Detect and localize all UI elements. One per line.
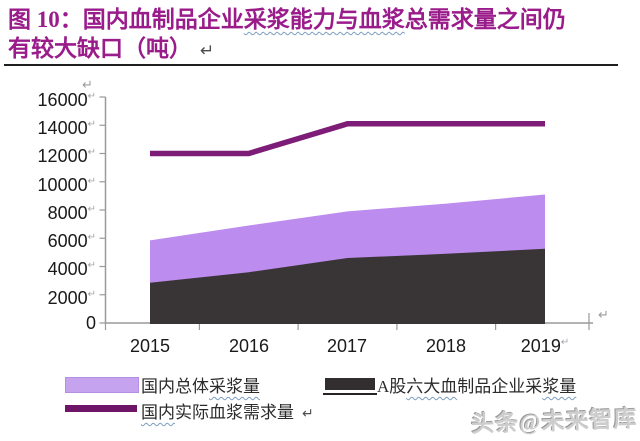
x-axis-label: 2016 — [203, 336, 295, 357]
y-axis-label: 14000↵ — [12, 115, 96, 138]
y-tick-2000: 2000 — [47, 288, 88, 308]
return-mark-icon: ↵ — [87, 260, 96, 271]
figure-title-line2: 有较大缺口（吨） ↵ — [8, 34, 566, 66]
y-axis-label: 6000↵ — [12, 228, 96, 251]
x-tick-2016: 2016 — [228, 336, 270, 356]
figure-title: 图 10：国内血制品企业采浆能力与血浆总需求量之间仍 有较大缺口（吨） ↵ — [8, 5, 566, 66]
y-axis-label: 16000↵ — [12, 87, 96, 110]
figure-title-line1: 图 10：国内血制品企业采浆能力与血浆总需求量之间仍 — [8, 5, 566, 34]
y-tick-12000: 12000 — [37, 146, 88, 166]
y-axis-label: 10000↵ — [12, 172, 96, 195]
y-tick-6000: 6000 — [47, 231, 88, 251]
return-mark-icon: ↵ — [302, 406, 314, 422]
return-mark-icon: ↵ — [87, 119, 96, 130]
y-tick-8000: 8000 — [47, 203, 88, 223]
legend-text: 国内总体 — [141, 377, 209, 396]
y-axis-label: 12000↵ — [12, 143, 96, 166]
legend-swatch-six-companies — [325, 378, 375, 390]
legend-swatch-demand-line — [65, 405, 137, 412]
x-axis-label: 2015 — [104, 336, 196, 357]
legend-text: A股 — [377, 377, 407, 396]
y-tick-4000: 4000 — [47, 259, 88, 279]
return-mark-icon: ↵ — [560, 337, 570, 348]
y-tick-16000: 16000 — [37, 90, 88, 110]
x-axis-label: 2018 — [400, 336, 492, 357]
title-line2: 有较大缺口（吨） — [8, 36, 192, 61]
watermark: 头条@未来智库 — [470, 406, 638, 437]
paragraph-return-icon: ↵ — [200, 41, 215, 61]
y-tick-14000: 14000 — [37, 118, 88, 138]
area-series-1 — [150, 248, 545, 324]
title-part2: 总需求量之间仍 — [404, 7, 566, 32]
legend-text-wavy: 浆量 — [542, 377, 577, 396]
y-axis-label: 2000↵ — [12, 285, 96, 308]
return-mark-icon: ↵ — [598, 308, 609, 323]
title-divider — [4, 64, 618, 66]
return-mark-icon: ↵ — [87, 176, 96, 187]
x-axis-label: 2019↵ — [499, 336, 591, 357]
return-mark-icon: ↵ — [82, 78, 93, 93]
line-series-2 — [150, 121, 545, 157]
y-axis-label: 8000↵ — [12, 200, 96, 223]
legend-swatch-total-collection — [65, 377, 139, 393]
x-tick-2019: 2019 — [520, 336, 561, 356]
legend-text-wavy: 六大血 — [406, 377, 458, 396]
return-mark-icon: ↵ — [87, 289, 96, 300]
legend-text-wavy: 采浆量 — [209, 377, 260, 396]
y-tick-10000: 10000 — [37, 175, 88, 195]
x-axis-label: 2017 — [301, 336, 393, 357]
y-axis-label: 4000↵ — [12, 256, 96, 279]
return-mark-icon: ↵ — [87, 147, 96, 158]
y-tick-0: 0 — [85, 313, 96, 333]
return-mark-icon: ↵ — [87, 91, 96, 102]
plasma-supply-demand-chart — [99, 96, 593, 330]
return-mark-icon: ↵ — [87, 232, 96, 243]
legend-text: 实际血浆需求量 — [175, 403, 294, 422]
y-axis-label: 0 — [12, 313, 96, 333]
x-tick-2018: 2018 — [425, 336, 467, 356]
legend-text-wavy: 国内 — [141, 403, 175, 422]
legend-label-demand: 国内实际血浆需求量 ↵ — [141, 398, 314, 423]
legend-text: 制品企业采 — [457, 377, 543, 396]
x-tick-2015: 2015 — [129, 336, 171, 356]
title-wavy-segment: 采浆能力与血浆 — [243, 7, 405, 32]
return-mark-icon: ↵ — [87, 204, 96, 215]
title-part1: 图 10：国内血制品企业 — [8, 7, 244, 32]
x-tick-2017: 2017 — [326, 336, 368, 356]
legend-label-six-companies: A股六大血制品企业采浆量 — [377, 372, 576, 397]
legend-swatch-six-companies-underline — [323, 393, 377, 395]
legend-label-total-collection: 国内总体采浆量 — [141, 372, 260, 397]
